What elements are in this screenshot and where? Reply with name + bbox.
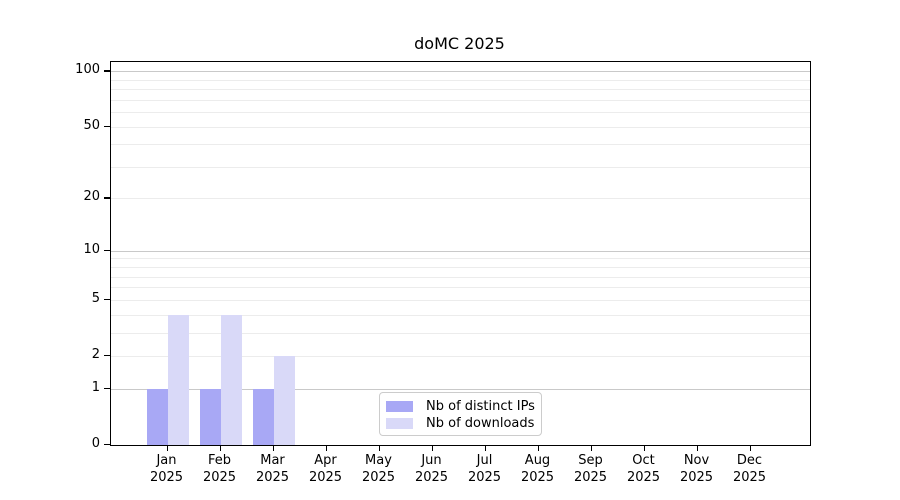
x-tick-label: Aug 2025 [508,452,568,486]
x-tick-year: 2025 [255,470,290,485]
x-tick-month: Jan [156,453,177,468]
x-tick-year: 2025 [626,470,661,485]
y-tick-mark [104,444,110,446]
y-tick-mark [104,125,110,127]
x-tick-mark [166,446,168,451]
y-tick-label: 10 [83,241,100,257]
y-tick-mark [104,197,110,199]
gridline-major [111,71,810,73]
x-tick-month: Jun [421,453,442,468]
y-tick-label: 1 [91,379,100,395]
y-tick-mark [104,387,110,390]
y-tick-label: 100 [75,62,100,78]
y-tick-label: 50 [83,117,100,133]
x-tick-mark [696,446,698,451]
gridline-minor [111,112,810,114]
x-tick-month: Jul [476,453,493,468]
x-tick-month: Feb [207,453,232,468]
y-tick-mark [104,298,110,301]
x-tick-year: 2025 [414,470,449,485]
x-tick-mark [749,446,751,451]
gridline-minor [111,299,810,301]
x-tick-year: 2025 [308,470,343,485]
legend-label-downloads: Nb of downloads [426,415,535,431]
x-tick-label: Sep 2025 [561,452,621,486]
gridline-minor [111,144,810,146]
x-tick-mark [484,446,486,451]
gridline-major [111,250,810,252]
x-tick-month: Dec [736,453,763,468]
gridline-major [111,388,810,390]
x-tick-year: 2025 [679,470,714,485]
x-tick-year: 2025 [361,470,396,485]
x-tick-month: Aug [524,453,551,468]
y-tick-mark [104,70,110,72]
x-tick-label: Apr 2025 [296,452,356,486]
gridline-minor [111,99,810,101]
bar-nb-of-distinct-ips-jan [146,388,168,445]
gridline-minor [111,276,810,278]
gridline-minor [111,126,810,128]
gridline-minor [111,198,810,200]
x-tick-mark [537,446,539,451]
x-tick-label: Nov 2025 [667,452,727,486]
y-tick-label: 20 [83,189,100,205]
bar-nb-of-distinct-ips-feb [199,388,221,445]
x-tick-month: Apr [314,453,337,468]
legend-item-distinct-ips: Nb of distinct IPs [386,398,535,415]
x-tick-year: 2025 [149,470,184,485]
gridline-minor [111,356,810,357]
bar-nb-of-downloads-jan [167,314,189,445]
legend-swatch-downloads [386,418,413,429]
x-tick-label: Oct 2025 [614,452,674,486]
x-tick-label: Jan 2025 [137,452,197,486]
legend-swatch-distinct-ips [386,401,413,412]
x-tick-month: Sep [578,453,603,468]
y-tick-label: 5 [91,290,100,306]
bar-nb-of-distinct-ips-mar [252,388,274,445]
chart-title: doMC 2025 [414,34,505,53]
x-tick-mark [643,446,645,451]
x-tick-year: 2025 [202,470,237,485]
x-tick-label: Jul 2025 [455,452,515,486]
y-tick-mark [104,249,110,252]
x-tick-label: Dec 2025 [720,452,780,486]
x-tick-mark [378,446,380,451]
legend-item-downloads: Nb of downloads [386,415,535,432]
x-tick-month: Oct [632,453,655,468]
gridline-minor [111,166,810,168]
x-tick-mark [590,446,592,451]
y-tick-label: 0 [91,436,100,451]
bar-nb-of-downloads-mar [273,356,295,445]
gridline-minor [111,314,810,316]
x-tick-mark [325,446,327,451]
x-tick-label: May 2025 [349,452,409,486]
x-tick-mark [219,446,221,451]
gridline-minor [111,79,810,81]
x-tick-month: Mar [260,453,285,468]
plot-area: Nb of distinct IPs Nb of downloads [110,61,811,446]
x-tick-mark [272,446,274,451]
x-tick-year: 2025 [573,470,608,485]
x-tick-month: May [365,453,392,468]
x-tick-label: Feb 2025 [190,452,250,486]
x-tick-label: Mar 2025 [243,452,303,486]
gridline-minor [111,89,810,91]
gridline-minor [111,258,810,260]
y-tick-label: 2 [91,347,100,362]
y-tick-mark [104,355,110,357]
gridline-minor [111,287,810,289]
legend: Nb of distinct IPs Nb of downloads [379,392,542,436]
gridline-minor [111,332,810,334]
legend-label-distinct-ips: Nb of distinct IPs [426,398,535,414]
x-tick-year: 2025 [732,470,767,485]
bar-nb-of-downloads-feb [220,314,242,445]
x-tick-mark [431,446,433,451]
x-tick-label: Jun 2025 [402,452,462,486]
x-tick-year: 2025 [467,470,502,485]
x-tick-year: 2025 [520,470,555,485]
gridline-minor [111,267,810,269]
x-tick-month: Nov [683,453,710,468]
